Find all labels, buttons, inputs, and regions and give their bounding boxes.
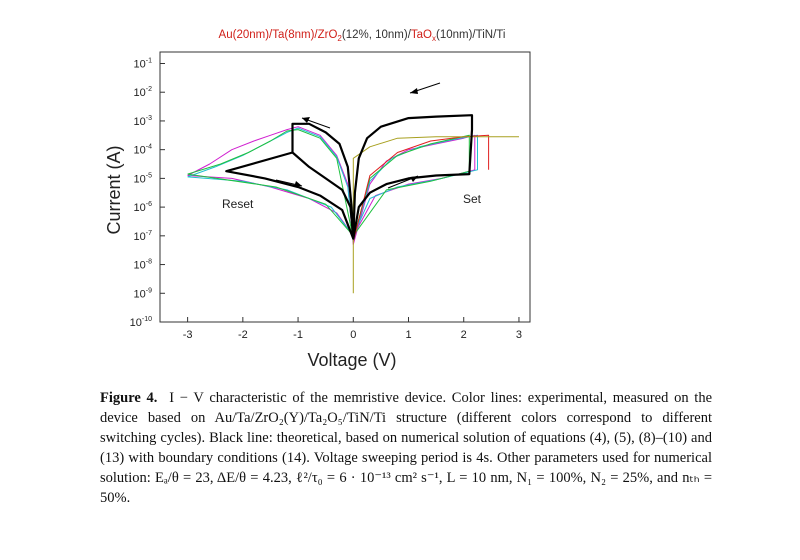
- x-axis-ticks: -3 -2 -1 0 1 2 3: [183, 317, 522, 341]
- series-line-2: [187, 127, 478, 243]
- x-tick-label: -3: [183, 329, 193, 341]
- arrow-reset-upper-head: [302, 117, 310, 123]
- caption-label: Figure 4.: [100, 390, 158, 406]
- y-tick-label: 10-6: [134, 201, 153, 214]
- series-line-1: [187, 126, 476, 245]
- x-tick-label: -1: [293, 329, 303, 341]
- iv-chart: Au(20nm)/Ta(8nm)/ZrO2(12%, 10nm)/TaOx(10…: [104, 29, 531, 370]
- series-layer: [187, 114, 519, 294]
- series-line-5: [352, 134, 490, 242]
- y-tick-label: 10-10: [130, 316, 152, 329]
- arrow-annotations: [275, 82, 441, 189]
- x-tick-label: 3: [516, 329, 522, 341]
- series-line-3: [187, 129, 470, 240]
- plot-frame: [159, 51, 531, 323]
- y-tick-label: 10-1: [134, 57, 153, 70]
- title-part-4: TaO: [411, 29, 432, 41]
- x-tick-label: 1: [405, 329, 411, 341]
- y-axis-label: Current (A): [104, 145, 124, 234]
- title-part-1: ZrO: [318, 29, 338, 41]
- caption-text: I − V characteristic of the memristive d…: [100, 390, 713, 506]
- arrow-reset-lower-head: [294, 181, 302, 187]
- title-part-3: (12%, 10nm)/: [342, 29, 412, 41]
- annotation-reset: Reset: [222, 197, 254, 211]
- y-tick-label: 10-7: [134, 230, 153, 243]
- title-part-0: Au(20nm)/Ta(8nm)/: [219, 29, 319, 41]
- annotation-set: Set: [463, 192, 482, 206]
- title-part-2: 2: [337, 34, 342, 43]
- figure-caption: Figure 4. I − V characteristic of the me…: [100, 388, 712, 508]
- arrow-set-upper-head: [410, 88, 418, 94]
- x-tick-label: -2: [238, 329, 248, 341]
- y-tick-label: 10-3: [134, 115, 153, 128]
- series-line-4: [352, 136, 519, 294]
- chart-title: Au(20nm)/Ta(8nm)/ZrO2(12%, 10nm)/TaOx(10…: [219, 29, 506, 43]
- y-tick-label: 10-8: [134, 259, 153, 272]
- x-axis-label: Voltage (V): [307, 350, 396, 370]
- y-tick-label: 10-9: [134, 287, 153, 300]
- y-tick-label: 10-5: [134, 172, 153, 185]
- y-tick-label: 10-4: [134, 144, 153, 157]
- x-tick-label: 2: [461, 329, 467, 341]
- title-part-5: x: [432, 34, 436, 43]
- y-axis-ticks: 10-1 10-2 10-3 10-4 10-5 10-6 10-7 10-8 10-9 10-1…: [130, 57, 165, 329]
- series-line-0: [225, 114, 474, 240]
- arrow-set-lower-head: [410, 176, 418, 182]
- title-part-6: (10nm)/TiN/Ti: [436, 29, 505, 41]
- x-tick-label: 0: [350, 329, 356, 341]
- y-tick-label: 10-2: [134, 86, 153, 99]
